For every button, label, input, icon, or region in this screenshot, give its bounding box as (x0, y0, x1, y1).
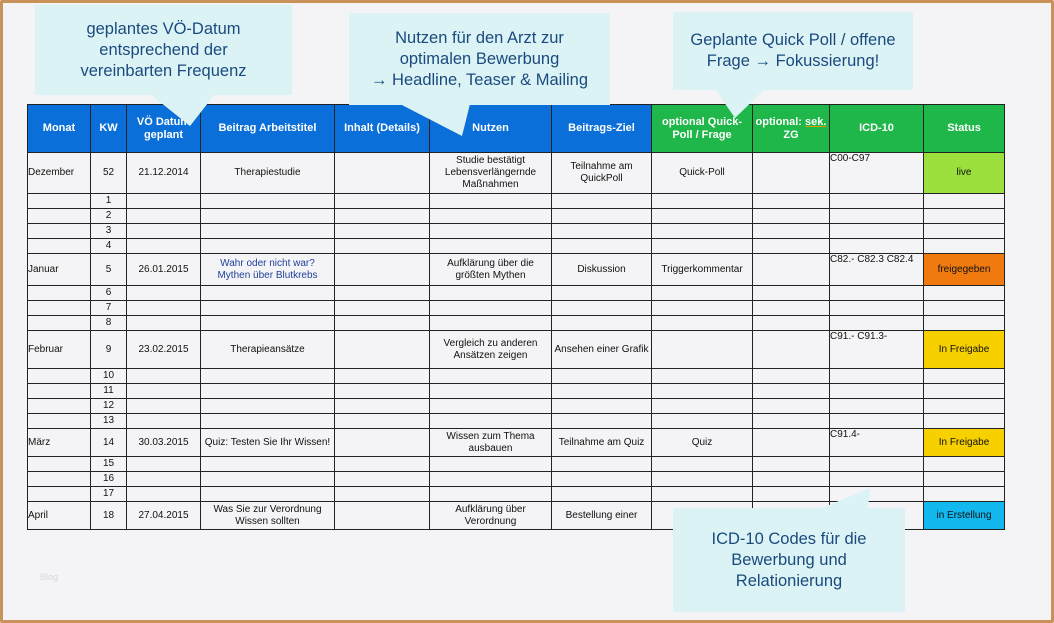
col-icd: ICD-10 (829, 104, 924, 153)
cell-status: In Freigabe (923, 330, 1005, 369)
table-row: April 18 27.04.2015 Was Sie zur Verordnung … (27, 501, 1005, 530)
table-row: 11 (27, 383, 1005, 399)
callout-tail-4 (822, 488, 870, 508)
cell-ziel: Teilnahme am QuickPoll (551, 152, 652, 194)
table-row: 16 (27, 471, 1005, 487)
cell-monat: Dezember (27, 152, 91, 194)
callout-tail-3 (715, 89, 765, 118)
cell-nutzen: Studie bestätigt Lebensverlängernde Maßn… (429, 152, 552, 194)
table-row: Dezember 52 21.12.2014 Therapiestudie Studie… (27, 152, 1005, 194)
col-ziel: Beitrags-Ziel (551, 104, 652, 153)
col-sek-a: optional: (755, 115, 806, 128)
cell-status: freigegeben (923, 253, 1005, 286)
cell-ziel: Diskussion (551, 253, 652, 286)
callout-line: Nutzen für den Arzt zur (395, 28, 564, 47)
callout-line: → Headline, Teaser & Mailing (370, 70, 589, 89)
callout-line: vereinbarten Frequenz (80, 61, 247, 80)
table-row: 2 (27, 208, 1005, 224)
cell-status: In Freigabe (923, 428, 1005, 457)
cell-status: in Erstellung (923, 501, 1005, 530)
table-row: 15 (27, 456, 1005, 472)
callout-vo-datum: geplantes VÖ-Datum entsprechend der vere… (35, 5, 292, 95)
cell-monat: März (27, 428, 91, 457)
cell-ziel: Teilnahme am Quiz (551, 428, 652, 457)
cell-titel: Wahr oder nicht war? Mythen über Blutkre… (200, 253, 335, 286)
cell-inhalt (334, 501, 430, 530)
cell-monat: April (27, 501, 91, 530)
cell-titel: Quiz: Testen Sie Ihr Wissen! (200, 428, 335, 457)
col-sek-b: sek. (805, 115, 827, 128)
callout-line: ICD-10 Codes für die (711, 529, 867, 548)
cell-poll: Triggerkommentar (651, 253, 753, 286)
callout-line: Frage → Fokussierung! (706, 52, 880, 70)
cell-datum: 30.03.2015 (126, 428, 201, 457)
cell-ziel: Ansehen einer Grafik (551, 330, 652, 369)
col-inhalt: Inhalt (Details) (334, 104, 430, 153)
callout-line: Geplante Quick Poll / offene (690, 31, 896, 49)
watermark: Blog (40, 572, 59, 582)
cell-titel: Was Sie zur Verordnung Wissen sollten (200, 501, 335, 530)
cell-icd: C00-C97 (829, 152, 924, 194)
editorial-plan-table: Monat KW VÖ Datum geplant Beitrag Arbeit… (27, 104, 1005, 530)
callout-line: geplantes VÖ-Datum (86, 19, 241, 38)
cell-nutzen: Vergleich zu anderen Ansätzen zeigen (429, 330, 552, 369)
cell-status: live (923, 152, 1005, 194)
col-titel: Beitrag Arbeitstitel (200, 104, 335, 153)
cell-inhalt (334, 330, 430, 369)
table-row: 3 (27, 223, 1005, 239)
cell-poll: Quiz (651, 428, 753, 457)
callout-tail-2 (400, 104, 470, 136)
col-sek: optional: sek. ZG (752, 104, 830, 153)
cell-monat: Januar (27, 253, 91, 286)
col-status: Status (923, 104, 1005, 153)
callout-line: Relationierung (735, 571, 843, 590)
cell-icd: C91.- C91.3- (829, 330, 924, 369)
cell-titel: Therapiestudie (200, 152, 335, 194)
callout-line: optimalen Bewerbung (399, 49, 560, 68)
callout-icd: ICD-10 Codes für die Bewerbung und Relat… (673, 508, 905, 612)
callout-tail-1 (150, 94, 215, 126)
cell-nutzen: Aufklärung über Verordnung (429, 501, 552, 530)
header-row: Monat KW VÖ Datum geplant Beitrag Arbeit… (27, 104, 1005, 153)
cell-datum: 23.02.2015 (126, 330, 201, 369)
table-row: Januar 5 26.01.2015 Wahr oder nicht war? My… (27, 253, 1005, 286)
cell-kw: 5 (90, 253, 127, 286)
callout-line: Bewerbung und (731, 550, 847, 569)
callout-quick-poll: Geplante Quick Poll / offene Frage → Fok… (673, 12, 913, 90)
cell-monat: Februar (27, 330, 91, 369)
callout-nutzen: Nutzen für den Arzt zur optimalen Bewerb… (349, 13, 610, 105)
cell-inhalt (334, 253, 430, 286)
callout-line: entsprechend der (99, 40, 228, 59)
col-sek-c: ZG (783, 128, 799, 141)
